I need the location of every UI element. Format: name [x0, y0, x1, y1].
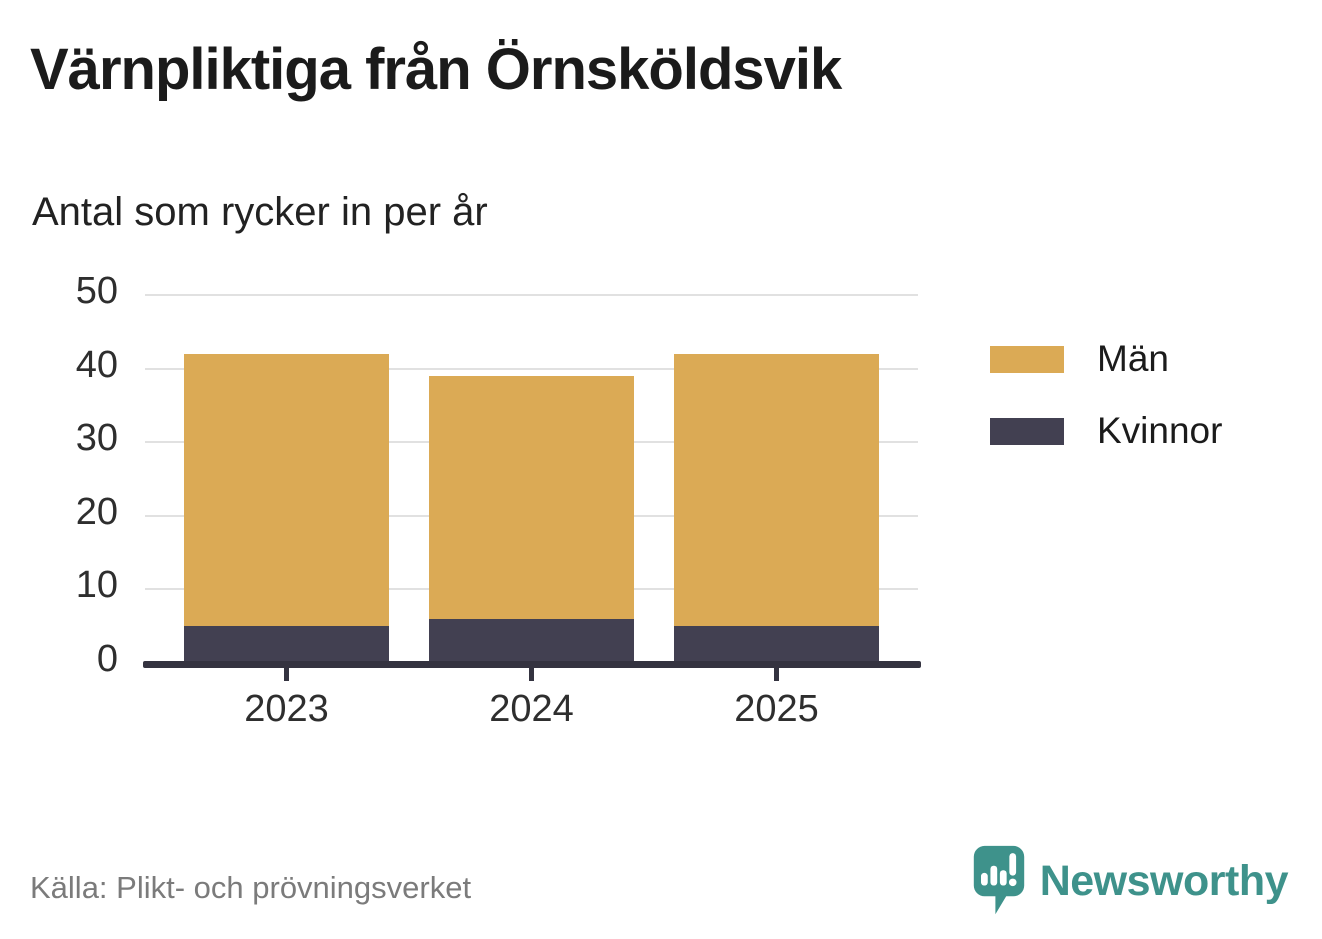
x-axis-line — [143, 661, 921, 668]
x-tick-2024 — [529, 668, 534, 681]
brand-name: Newsworthy — [1039, 856, 1289, 905]
y-tick-label-40: 40 — [75, 343, 118, 386]
gridline-40 — [145, 367, 918, 370]
bar-segment-kvinnor-2025 — [674, 626, 879, 663]
legend-label-män: Män — [1097, 338, 1169, 379]
plot-area — [145, 294, 918, 663]
x-tick-2025 — [774, 668, 779, 681]
x-tick-2023 — [284, 668, 289, 681]
legend: Män Kvinnor — [990, 338, 1222, 482]
bar-segment-kvinnor-2024 — [429, 618, 634, 663]
x-tick-label-2025: 2025 — [734, 688, 819, 730]
source-note: Källa: Plikt- och prövningsverket — [30, 870, 472, 905]
y-tick-label-0: 0 — [96, 638, 118, 680]
y-tick-label-50: 50 — [75, 270, 118, 312]
y-tick-label-30: 30 — [75, 417, 118, 460]
bar-2024 — [429, 375, 634, 663]
legend-label-kvinnor: Kvinnor — [1097, 410, 1223, 451]
x-tick-label-2023: 2023 — [244, 688, 329, 730]
bar-2023 — [184, 353, 389, 663]
gridline-50 — [145, 294, 918, 296]
legend-item-kvinnor: Kvinnor — [990, 410, 1222, 452]
y-tick-label-10: 10 — [75, 564, 118, 607]
bar-2025 — [674, 353, 879, 663]
chart-subtitle: Antal som rycker in per år — [32, 190, 488, 234]
legend-swatch-kvinnor — [990, 417, 1064, 445]
page-title: Värnpliktiga från Örnsköldsvik — [30, 37, 842, 102]
y-tick-label-20: 20 — [75, 490, 118, 533]
bar-segment-män-2023 — [184, 353, 389, 627]
bar-segment-män-2024 — [429, 375, 634, 619]
brand-logo: Newsworthy — [972, 844, 1289, 918]
newsworthy-icon — [973, 845, 1024, 915]
bar-segment-män-2025 — [674, 353, 879, 627]
bar-segment-kvinnor-2023 — [184, 626, 389, 663]
legend-swatch-män — [990, 345, 1064, 373]
x-tick-label-2024: 2024 — [489, 688, 574, 730]
legend-item-män: Män — [990, 338, 1222, 380]
